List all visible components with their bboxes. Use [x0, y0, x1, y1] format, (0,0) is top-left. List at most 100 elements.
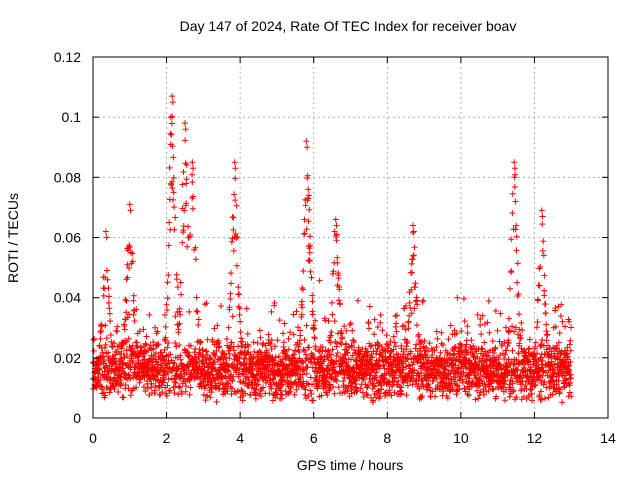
data-point [528, 391, 535, 398]
data-point [164, 382, 171, 389]
data-point [152, 350, 159, 357]
data-point [213, 398, 220, 405]
data-point [371, 391, 378, 398]
data-point [169, 99, 176, 106]
data-point [297, 327, 304, 334]
data-point [567, 374, 574, 381]
data-point [379, 353, 386, 360]
data-point [141, 348, 148, 355]
data-point [102, 341, 109, 348]
data-point [237, 318, 244, 325]
data-point [236, 305, 243, 312]
data-point [203, 348, 210, 355]
data-point [405, 318, 412, 325]
data-point [454, 294, 461, 301]
data-point [257, 349, 264, 356]
data-point [189, 195, 196, 202]
data-point [146, 311, 153, 318]
data-point [302, 386, 309, 393]
data-point [230, 226, 237, 233]
data-point [111, 366, 118, 373]
data-point [474, 387, 481, 394]
data-point [168, 120, 175, 127]
data-point [212, 353, 219, 360]
data-point [339, 334, 346, 341]
data-point [301, 367, 308, 374]
data-point [126, 244, 133, 251]
data-point [372, 360, 379, 367]
data-point [468, 337, 475, 344]
data-point [226, 350, 233, 357]
data-point [173, 276, 180, 283]
data-point [325, 347, 332, 354]
data-point [266, 390, 273, 397]
data-point [405, 325, 412, 332]
data-point [103, 335, 110, 342]
data-point [121, 326, 128, 333]
data-point [235, 284, 242, 291]
data-point [185, 223, 192, 230]
data-point [181, 207, 188, 214]
data-point [238, 335, 245, 342]
data-point [360, 376, 367, 383]
x-tick-label: 0 [89, 430, 97, 446]
data-point [309, 381, 316, 388]
data-point [442, 366, 449, 373]
data-point [531, 351, 538, 358]
data-point [172, 214, 179, 221]
data-point [270, 357, 277, 364]
data-point [229, 213, 236, 220]
data-point [170, 359, 177, 366]
data-point [165, 242, 172, 249]
data-point [122, 371, 129, 378]
data-point [509, 323, 516, 330]
data-point [262, 373, 269, 380]
data-point [100, 389, 107, 396]
data-points [90, 93, 575, 406]
data-point [437, 349, 444, 356]
data-point [372, 394, 379, 401]
data-point [509, 347, 516, 354]
data-point [291, 391, 298, 398]
data-point [183, 176, 190, 183]
data-point [290, 331, 297, 338]
data-point [507, 362, 514, 369]
data-point [98, 327, 105, 334]
data-point [390, 346, 397, 353]
data-point [280, 330, 287, 337]
data-point [171, 389, 178, 396]
data-point [272, 394, 279, 401]
data-point [277, 387, 284, 394]
data-point [164, 295, 171, 302]
data-point [178, 390, 185, 397]
data-point [532, 343, 539, 350]
data-point [118, 373, 125, 380]
data-point [121, 369, 128, 376]
x-tick-label: 10 [453, 430, 469, 446]
data-point [460, 369, 467, 376]
data-point [513, 394, 520, 401]
data-point [304, 380, 311, 387]
data-point [538, 388, 545, 395]
data-point [332, 232, 339, 239]
data-point [229, 385, 236, 392]
data-point [290, 351, 297, 358]
data-point [332, 376, 339, 383]
data-point [371, 331, 378, 338]
data-point [279, 356, 286, 363]
data-point [106, 389, 113, 396]
data-point [366, 303, 373, 310]
data-point [348, 343, 355, 350]
data-point [371, 383, 378, 390]
data-point [539, 357, 546, 364]
data-point [410, 252, 417, 259]
data-point [229, 313, 236, 320]
data-point [121, 354, 128, 361]
data-point [124, 314, 131, 321]
data-point [487, 347, 494, 354]
data-point [123, 297, 130, 304]
data-point [464, 329, 471, 336]
data-point [114, 323, 121, 330]
data-point [419, 298, 426, 305]
data-point [215, 340, 222, 347]
